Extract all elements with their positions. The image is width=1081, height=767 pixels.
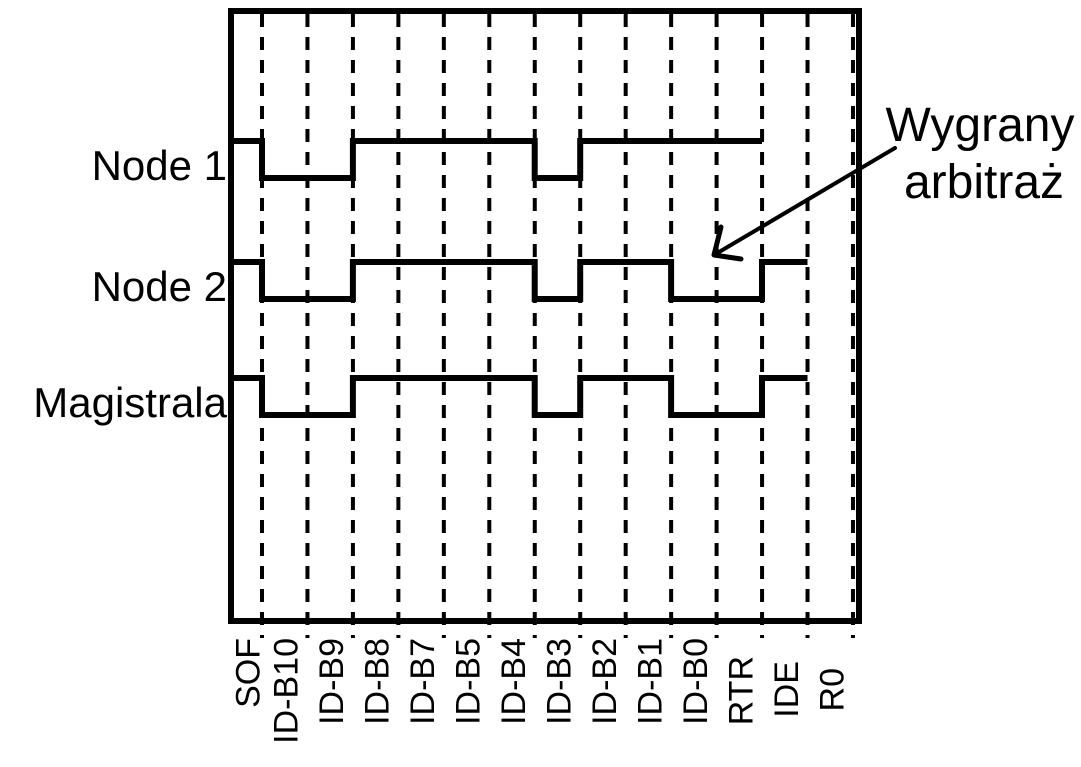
frame-border	[228, 8, 862, 624]
bit-label-id-b2: ID-B2	[586, 638, 624, 725]
bit-label-id-b9: ID-B9	[313, 638, 351, 725]
signal-name-labels: Node 1 Node 2 Magistrala	[33, 142, 227, 426]
bit-label-id-b7: ID-B7	[404, 638, 442, 725]
diagram-frame	[228, 8, 862, 624]
bit-label-id-b5: ID-B5	[450, 638, 488, 725]
bit-label-id-b4: ID-B4	[495, 638, 533, 725]
bit-label-rtr: RTR	[722, 656, 760, 725]
bit-label-id-b0: ID-B0	[677, 638, 715, 725]
bit-label-id-b1: ID-B1	[631, 638, 669, 725]
annotation-arrow-shaft	[712, 146, 897, 257]
annotation-arrowhead	[711, 224, 744, 262]
node-2-label: Node 2	[92, 263, 227, 310]
annotation-line1: Wygrany	[886, 99, 1075, 152]
bit-label-id-b8: ID-B8	[359, 638, 397, 725]
annotation-line2: arbitraż	[904, 156, 1064, 209]
magistrala-waveform	[231, 375, 808, 418]
bit-label-id-b10: ID-B10	[268, 638, 306, 744]
magistrala-label: Magistrala	[33, 379, 227, 426]
bit-label-sof: SOF	[230, 638, 268, 708]
bit-division-grid	[260, 14, 855, 638]
node-2-waveform	[231, 259, 808, 302]
bit-label-id-b3: ID-B3	[540, 638, 578, 725]
node-1-waveform	[231, 138, 762, 181]
waveforms	[231, 138, 808, 418]
bit-label-ide: IDE	[768, 661, 806, 718]
bit-label-r0: R0	[813, 668, 851, 711]
bit-axis-labels: SOF ID-B10 ID-B9 ID-B8 ID-B7 ID-B5 ID-B4 ID-B3 I…	[230, 638, 852, 744]
node-1-label: Node 1	[92, 142, 227, 189]
